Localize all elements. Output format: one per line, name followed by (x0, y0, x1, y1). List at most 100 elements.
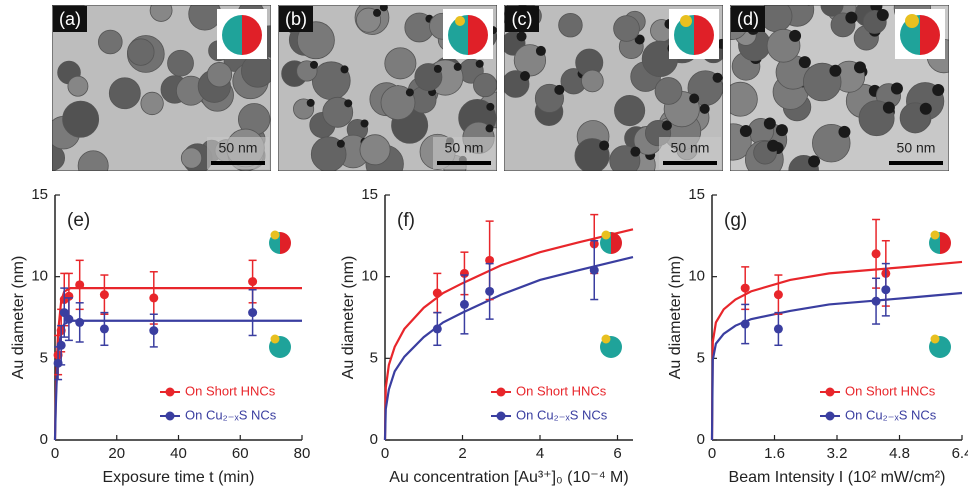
nanocrystal (723, 82, 757, 116)
au-tip (380, 3, 388, 11)
data-point (57, 341, 66, 350)
au-tip (846, 0, 858, 4)
data-point (872, 297, 881, 306)
au-tip (406, 88, 414, 96)
data-point (433, 324, 442, 333)
x-tick-label: 1.6 (764, 445, 785, 462)
nanocrystal (614, 16, 640, 42)
x-tick-label: 0 (51, 445, 59, 462)
tem-image: (c)50 nm (502, 1, 727, 182)
nanocrystal (128, 39, 155, 66)
au-tip (776, 124, 788, 136)
au-tip (344, 99, 352, 107)
legend-label: On Cu₂₋ₓS NCs (185, 407, 277, 422)
inset-au (680, 15, 692, 27)
icon-au (931, 335, 940, 344)
au-tip (799, 56, 811, 68)
panel-label: (f) (397, 210, 415, 231)
nanocrystal (241, 54, 274, 87)
y-tick-label: 10 (31, 268, 48, 285)
nanocrystal (63, 101, 99, 137)
au-tip (630, 147, 640, 157)
data-point (149, 293, 158, 302)
x-axis-label: Au concentration [Au³⁺]₀ (10⁻⁴ M) (389, 469, 628, 486)
data-point (774, 324, 783, 333)
nanocrystal (109, 78, 140, 109)
x-tick-label: 6 (613, 445, 621, 462)
legend-marker (497, 412, 506, 421)
au-tip (341, 65, 349, 73)
au-tip (829, 65, 841, 77)
data-point (100, 290, 109, 299)
y-tick-label: 15 (361, 186, 378, 203)
icon-red (940, 232, 951, 254)
x-tick-label: 3.2 (827, 445, 848, 462)
nanocrystal (98, 30, 122, 54)
nanocrystal (559, 13, 583, 37)
x-tick-label: 4 (536, 445, 544, 462)
au-tip (838, 126, 850, 138)
data-point (75, 318, 84, 327)
nanocrystal (385, 48, 416, 79)
au-tip (536, 46, 546, 56)
tem-image: (a)50 nm (39, 0, 285, 181)
legend-marker (166, 388, 175, 397)
au-tip (486, 103, 494, 111)
icon-au (602, 231, 611, 240)
au-tip (883, 102, 895, 114)
icon-au (271, 335, 280, 344)
data-point (433, 289, 442, 298)
data-point (248, 308, 257, 317)
au-tip (845, 12, 857, 24)
au-tip (454, 63, 462, 71)
nanocrystal (581, 70, 603, 92)
nanocrystal (207, 62, 231, 86)
icon-red (611, 232, 622, 254)
panel-label: (d) (737, 9, 759, 29)
scale-bar-label: 50 nm (445, 140, 484, 156)
x-axis-label: Exposure time t (min) (102, 469, 254, 486)
data-point (590, 266, 599, 275)
au-tip (713, 73, 723, 83)
scale-bar-label: 50 nm (897, 140, 936, 156)
nanocrystal (181, 148, 201, 168)
nanocrystal (655, 77, 682, 104)
figure: (a)50 nm(b)50 nm(c)50 nm(d)50 nm05101502… (0, 0, 968, 491)
icon-au (931, 231, 940, 240)
au-tip (662, 120, 672, 130)
x-tick-label: 20 (108, 445, 125, 462)
data-point (485, 287, 494, 296)
au-tip (434, 65, 442, 73)
au-tip (920, 103, 932, 115)
legend-marker (497, 388, 506, 397)
au-tip (764, 118, 776, 130)
au-tip (700, 104, 710, 114)
tem-image: (b)50 nm (278, 1, 514, 183)
y-tick-label: 5 (697, 349, 705, 366)
nanocrystal (360, 135, 390, 165)
y-axis-label: Au diameter (nm) (340, 256, 357, 380)
au-tip (932, 84, 944, 96)
panel-label: (c) (512, 9, 533, 29)
y-axis-label: Au diameter (nm) (10, 256, 27, 380)
y-tick-label: 0 (697, 431, 705, 448)
au-tip (337, 140, 345, 148)
au-tip (307, 99, 315, 107)
legend-label: On Cu₂₋ₓS NCs (516, 407, 608, 422)
y-axis-label: Au diameter (nm) (667, 256, 684, 380)
data-point (460, 300, 469, 309)
data-point (774, 290, 783, 299)
au-tip (554, 85, 564, 95)
x-tick-label: 6.4 (952, 445, 968, 462)
panel-label: (e) (67, 210, 90, 231)
data-point (881, 285, 890, 294)
nanocrystal (78, 151, 108, 181)
data-point (64, 315, 73, 324)
x-tick-label: 40 (170, 445, 187, 462)
y-tick-label: 10 (688, 268, 705, 285)
legend-marker (166, 412, 175, 421)
y-tick-label: 5 (40, 349, 48, 366)
legend-marker (826, 388, 835, 397)
data-point (872, 249, 881, 258)
legend-label: On Cu₂₋ₓS NCs (845, 407, 937, 422)
